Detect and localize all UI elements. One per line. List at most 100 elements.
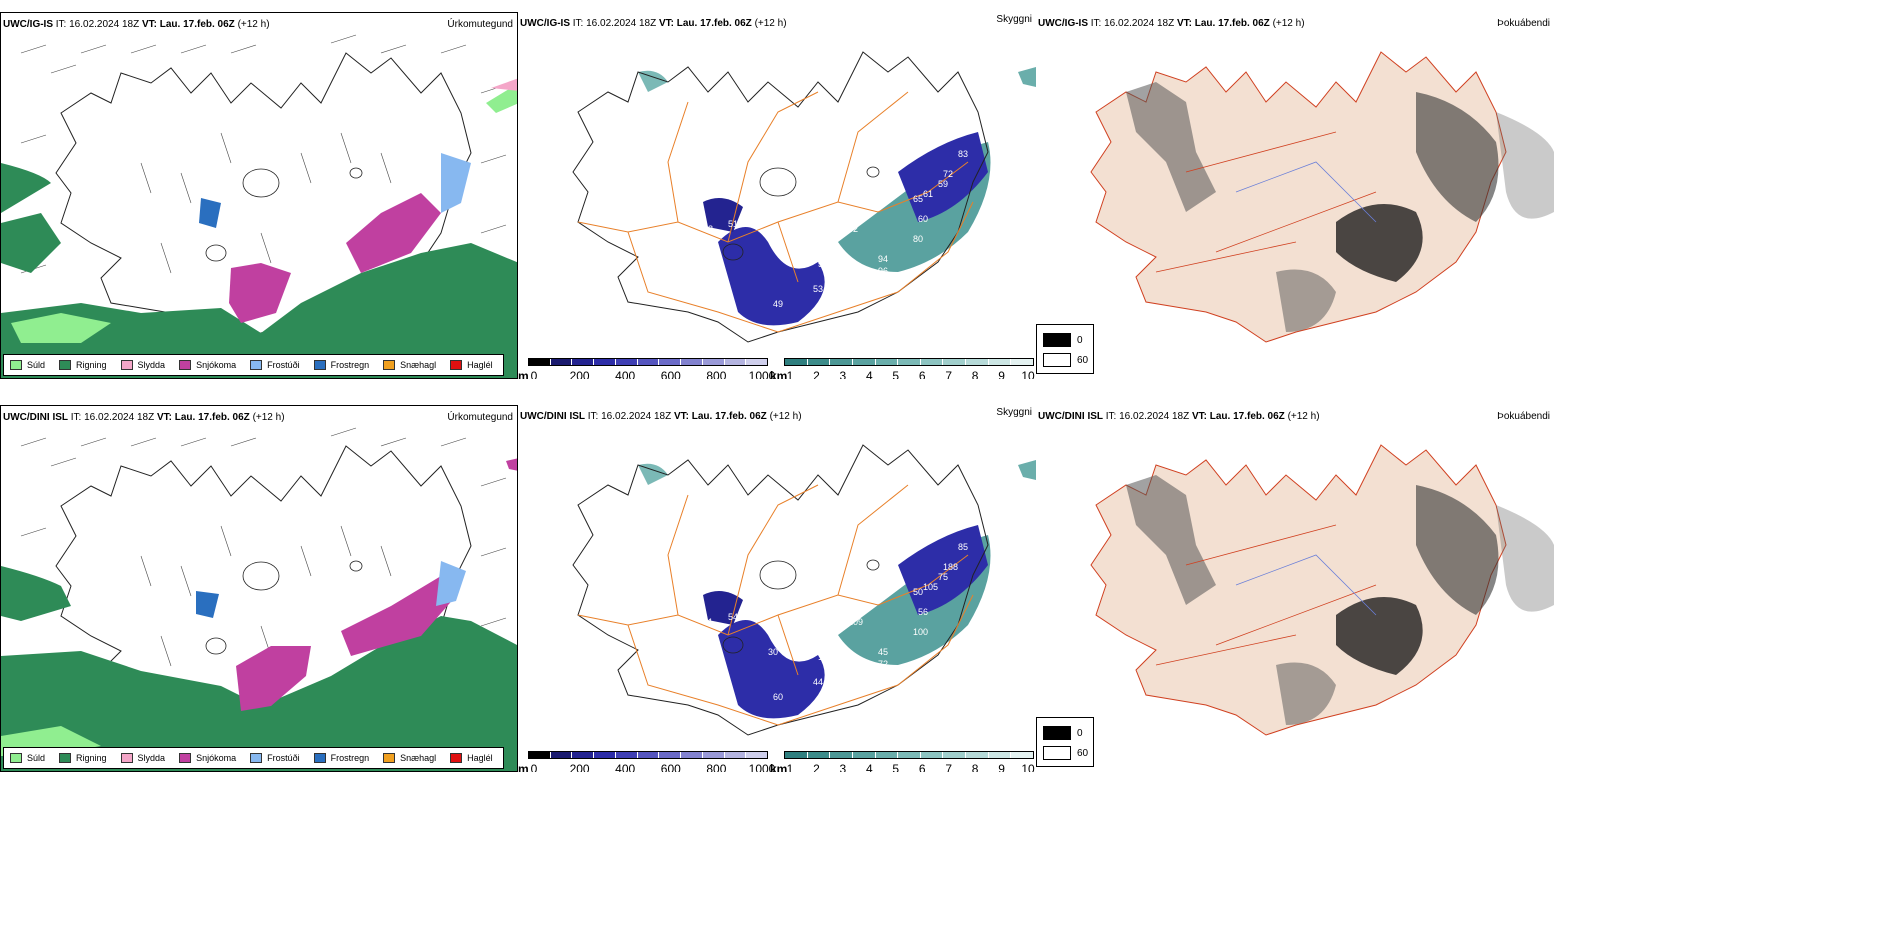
cloud-base-value: 85: [958, 542, 968, 552]
colorbar-unit: km: [770, 369, 788, 379]
cloud-base-value: 88: [678, 169, 688, 179]
cloud-base-value: 68: [703, 224, 713, 234]
colorbar-tick: 200: [569, 762, 590, 772]
cloud-base-value: 53: [813, 284, 823, 294]
colorbar-segment: [1011, 359, 1034, 365]
cloud-base-value: 44: [813, 677, 823, 687]
legend-swatch: [179, 360, 192, 370]
cloud-base-value: 51: [728, 219, 738, 229]
colorbar-segment: [943, 752, 967, 758]
legend-swatch: [450, 753, 463, 763]
colorbar-tick: 5: [892, 762, 900, 772]
colorbar-segment: [637, 752, 660, 758]
colorbar-tick: 0: [530, 762, 538, 772]
legend-swatch: [120, 753, 133, 763]
colorbar-segment: [875, 752, 899, 758]
colorbar-segment: [659, 359, 682, 365]
precip-legend: Súld Rigning Slydda Snjókoma Frostúði Fr…: [3, 747, 504, 769]
colorbar-segment: [724, 359, 747, 365]
colorbar-tick: 6: [918, 369, 926, 379]
legend-item: Rigning: [59, 360, 107, 370]
cloud-base-value: 61: [923, 189, 933, 199]
colorbar-segment: [920, 752, 944, 758]
colorbar-segment: [637, 359, 660, 365]
colorbar-tick: 400: [615, 369, 636, 379]
colorbar-segment: [988, 359, 1012, 365]
cloud-base-value: 41: [703, 617, 713, 627]
legend-swatch: [59, 753, 72, 763]
colorbar-tick: 1: [786, 762, 794, 772]
cloud-base-value: 60: [918, 214, 928, 224]
colorbar-tick: 1000: [748, 369, 776, 379]
colorbar-segment: [966, 752, 989, 758]
legend-swatch: [250, 360, 263, 370]
colorbar-segment: [875, 359, 899, 365]
cloud-base-value: 35: [838, 214, 848, 224]
legend-item: Snæhagl: [383, 753, 436, 763]
legend-swatch: [383, 753, 396, 763]
legend-item: Frostúði: [250, 360, 300, 370]
colorbar-segment: [920, 359, 944, 365]
legend-item: Frostúði: [250, 753, 300, 763]
colorbar-unit: m: [518, 369, 529, 379]
cloud-base-value: 80: [913, 234, 923, 244]
cloud-base-colorbar: m 0 200 400 600 800 1000 km 1 2 3 4 5 6 7 8 9 10: [518, 751, 1036, 772]
colorbar-tick: 1: [786, 369, 794, 379]
colorbar-unit: km: [770, 762, 788, 772]
colorbar-segment: [572, 752, 595, 758]
colorbar-tick: 600: [660, 369, 681, 379]
legend-item: Frostregn: [313, 360, 369, 370]
colorbar-tick: 3: [839, 762, 847, 772]
precip-map: [1, 427, 517, 771]
cloud-base-value: 109: [848, 617, 863, 627]
panel-title: Þokuábendi: [1497, 18, 1550, 29]
cloud-base-value: 49: [773, 299, 783, 309]
colorbar-segment: [943, 359, 967, 365]
cloud-base-value: 255: [838, 607, 853, 617]
panel-title: Úrkomutegund: [447, 19, 513, 30]
fog-swatch: [1043, 726, 1071, 740]
colorbar-unit: m: [518, 762, 529, 772]
cloud-base-value: 32: [848, 224, 858, 234]
colorbar-tick: 5: [892, 369, 900, 379]
cloud-base-value: 75: [938, 572, 948, 582]
precip-map: [1, 34, 517, 378]
colorbar-tick: 4: [865, 762, 873, 772]
cloud-base-value: 96: [878, 266, 888, 276]
fog-legend: 0 60: [1036, 324, 1094, 374]
cloud-base-value: 65: [913, 194, 923, 204]
cloud-base-value: 55: [818, 259, 828, 269]
cloud-base-colorbar: m 0 200 400 600 800 1000 km 1 2 3 4 5 6 7 8 9 10: [518, 358, 1036, 379]
colorbar-segment: [852, 752, 876, 758]
colorbar-tick: 2: [813, 369, 820, 379]
colorbar-segment: [594, 752, 616, 758]
cloud-base-value: 188: [943, 562, 958, 572]
colorbar-tick: 9: [998, 762, 1005, 772]
cloud-base-value: 30: [768, 647, 778, 657]
colorbar-segment: [724, 752, 747, 758]
fog-legend: 0 60: [1036, 717, 1094, 767]
legend-item: Slydda: [120, 360, 165, 370]
colorbar-tick: 10: [1021, 369, 1035, 379]
colorbar-segment: [702, 359, 725, 365]
colorbar-segment: [702, 752, 725, 758]
panel-header: UWC/DINI ISL IT: 16.02.2024 18Z VT: Lau.…: [3, 412, 285, 423]
cloud-base-value: 60: [773, 692, 783, 702]
fog-map: [1090, 51, 1554, 343]
cloud-base-value: 83: [958, 149, 968, 159]
legend-swatch: [179, 753, 192, 763]
colorbar-tick: 4: [865, 369, 873, 379]
colorbar-segment: [746, 752, 768, 758]
fog-map: [1090, 444, 1554, 736]
legend-swatch: [313, 360, 326, 370]
colorbar-tick: 10: [1021, 762, 1035, 772]
colorbar-segment: [785, 752, 808, 758]
colorbar-segment: [852, 359, 876, 365]
fog-swatch: [1043, 333, 1071, 347]
colorbar-segment: [529, 359, 551, 365]
colorbar-segment: [785, 359, 808, 365]
colorbar-segment: [1011, 752, 1034, 758]
panel-header: UWC/DINI ISL IT: 16.02.2024 18Z VT: Lau.…: [1038, 411, 1320, 422]
